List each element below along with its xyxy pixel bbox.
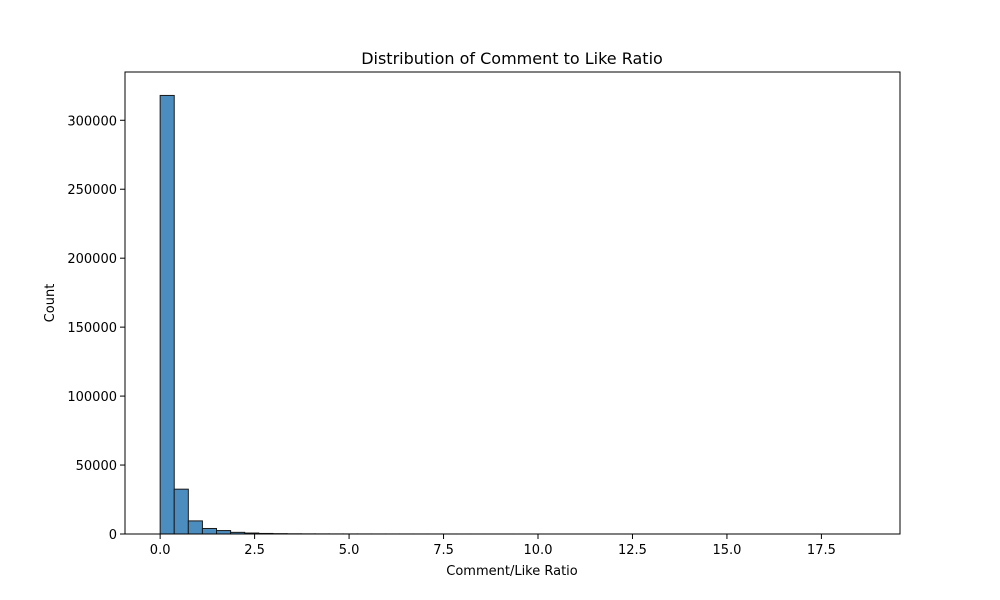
histogram-bar [187, 520, 203, 535]
y-tick-label: 0 [109, 528, 117, 543]
x-tick-label: 12.5 [618, 543, 647, 558]
chart-title: Distribution of Comment to Like Ratio [361, 49, 663, 68]
y-tick-label: 200000 [67, 252, 117, 267]
y-axis-ticks: 0 50000 100000 150000 200000 250000 300000 [67, 114, 125, 543]
y-tick-label: 150000 [67, 321, 117, 336]
y-tick-label: 100000 [67, 390, 117, 405]
histogram-bar [201, 527, 218, 535]
x-tick-label: 15.0 [712, 543, 741, 558]
plot-frame [124, 71, 901, 535]
x-axis-ticks: 0.0 2.5 5.0 7.5 10.0 12.5 15.0 17.5 [150, 534, 836, 558]
y-axis-label: Count [43, 284, 58, 323]
histogram-bar [216, 530, 232, 535]
y-tick-label: 250000 [67, 183, 117, 198]
x-tick-label: 5.0 [339, 543, 360, 558]
x-axis-label: Comment/Like Ratio [446, 564, 578, 579]
x-tick-label: 10.0 [524, 543, 553, 558]
y-tick-label: 50000 [76, 459, 117, 474]
x-tick-label: 17.5 [807, 543, 836, 558]
x-tick-label: 7.5 [433, 543, 454, 558]
histogram-bar [173, 488, 189, 535]
x-tick-label: 2.5 [244, 543, 265, 558]
y-tick-label: 300000 [67, 114, 117, 129]
bars-group [159, 94, 866, 535]
histogram-bar [159, 94, 175, 535]
x-tick-label: 0.0 [150, 543, 171, 558]
